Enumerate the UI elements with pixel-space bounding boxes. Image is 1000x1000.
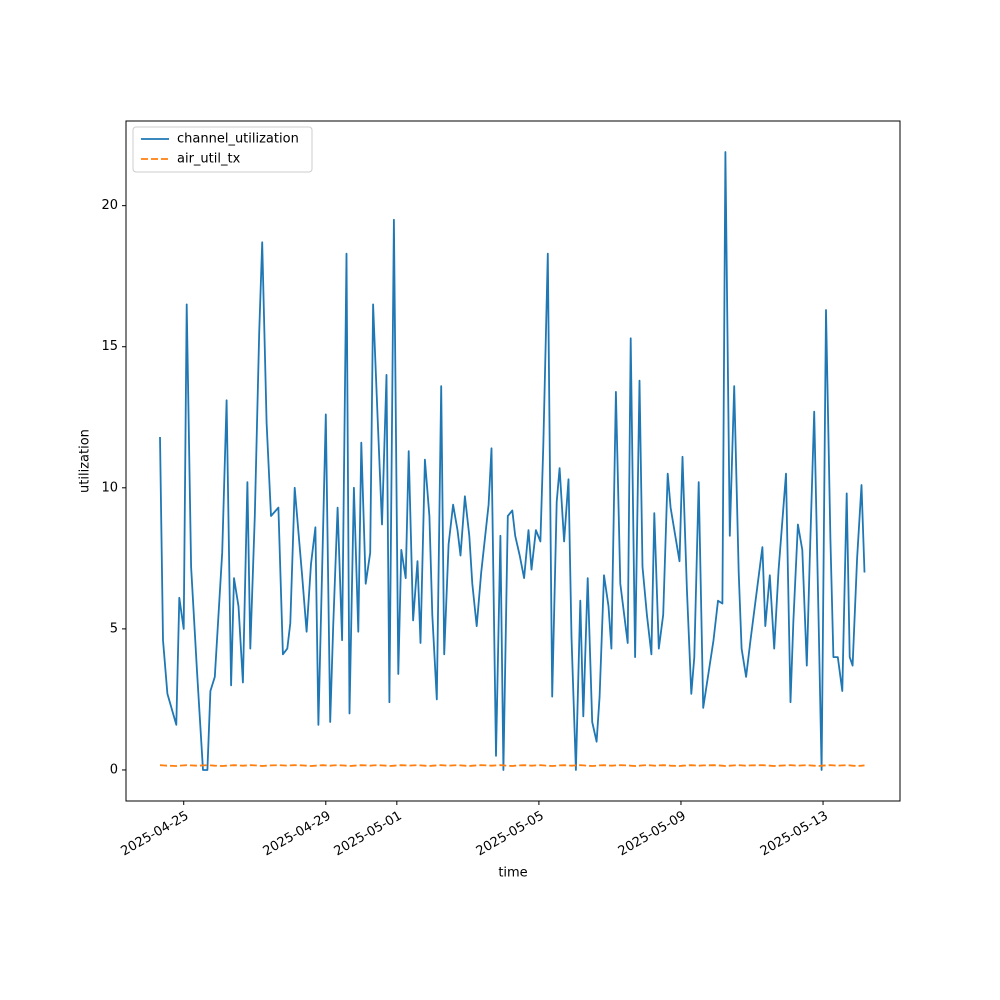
legend-label: channel_utilization: [177, 132, 299, 147]
y-tick-label: 20: [101, 198, 118, 213]
y-tick-label: 15: [101, 339, 118, 354]
series-line: [159, 764, 865, 767]
y-tick-label: 10: [101, 480, 118, 495]
legend-box: [132, 126, 313, 173]
y-axis-label: utilization: [78, 429, 93, 493]
legend-label: air_util_tx: [177, 152, 241, 167]
y-tick-label: 5: [110, 621, 118, 636]
series-line: [159, 151, 866, 771]
plot-frame: [125, 120, 901, 802]
x-axis-label: time: [498, 866, 527, 881]
y-tick-label: 0: [110, 762, 118, 777]
